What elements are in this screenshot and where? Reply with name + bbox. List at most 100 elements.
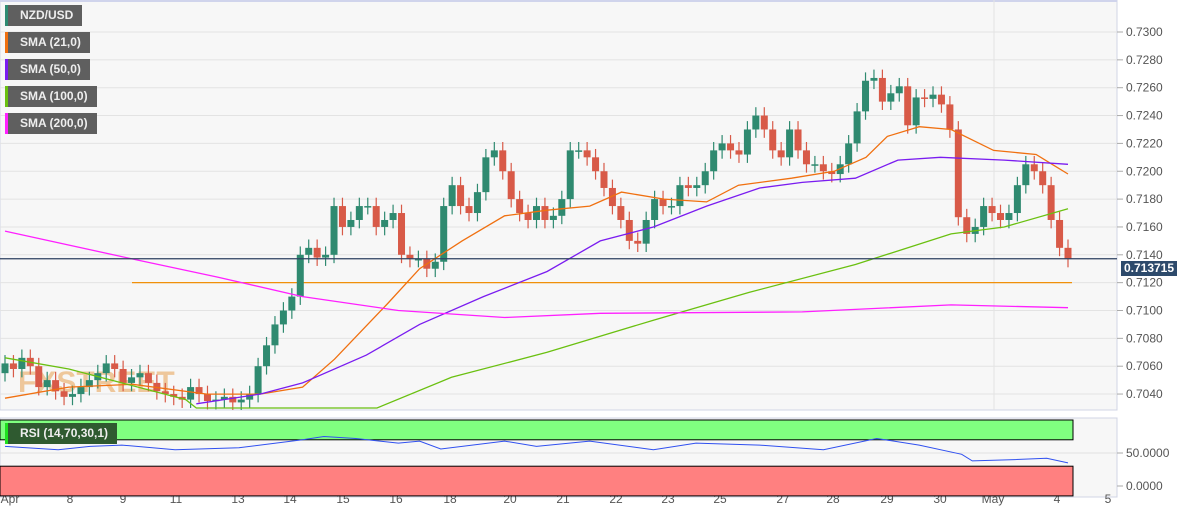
rsi-tick-label: 0.0000 [1126, 479, 1163, 493]
candle-bullish [743, 129, 751, 155]
oversold-zone [0, 465, 1074, 497]
candle-bullish [811, 164, 819, 166]
candle-bullish [895, 86, 903, 94]
candle-bearish [878, 77, 886, 102]
y-tick-label: 0.7220 [1126, 136, 1163, 150]
candle-bullish [187, 387, 195, 400]
y-tick-label: 0.7160 [1126, 220, 1163, 234]
candle-bullish [355, 206, 363, 220]
candle-bullish [862, 80, 870, 112]
candle-bearish [313, 247, 321, 258]
candle-bullish [710, 150, 718, 172]
candle-bullish [431, 261, 439, 269]
x-tick-label: 8 [67, 492, 74, 506]
candle-bullish [288, 296, 296, 311]
candle-bullish [1013, 185, 1021, 214]
candle-bullish [347, 219, 355, 227]
x-tick-label: 9 [120, 492, 127, 506]
y-tick-label: 0.7040 [1126, 387, 1163, 401]
candle-bearish [144, 373, 152, 383]
candle-bullish [440, 206, 448, 262]
sma-line-2 [4, 208, 1069, 409]
candle-bearish [634, 240, 642, 244]
candle-bullish [18, 357, 26, 369]
legend-sma-200[interactable]: SMA (200,0) [5, 113, 97, 134]
legend-sma-21[interactable]: SMA (21,0) [5, 32, 90, 53]
candle-bearish [1056, 219, 1064, 248]
candle-bearish [1030, 164, 1038, 172]
candle-bullish [322, 254, 330, 258]
candle-bullish [296, 254, 304, 297]
candle-bullish [482, 157, 490, 193]
candle-bullish [279, 310, 287, 325]
candle-bullish [448, 185, 456, 207]
candle-bearish [465, 206, 473, 214]
legend-rsi[interactable]: RSI (14,70,30,1) [5, 423, 118, 444]
candle-bearish [819, 164, 827, 172]
candle-bearish [203, 394, 211, 402]
candle-bullish [68, 394, 76, 397]
candle-bearish [516, 199, 524, 214]
candle-bearish [592, 157, 600, 172]
candle-bearish [802, 150, 810, 165]
candle-bearish [338, 206, 346, 227]
candle-bearish [52, 380, 60, 392]
candle-bearish [524, 213, 532, 220]
candle-bullish [77, 387, 85, 395]
candle-bullish [786, 129, 794, 158]
sma-line-0 [4, 126, 1069, 399]
candle-bearish [195, 387, 203, 395]
candle-bullish [651, 199, 659, 220]
candle-bullish [128, 377, 136, 383]
candle-bearish [777, 150, 785, 158]
y-tick-label: 0.7140 [1126, 248, 1163, 262]
candle-bearish [170, 394, 178, 397]
candle-bearish [499, 150, 507, 172]
legend-nzdusd[interactable]: NZD/USD [5, 5, 83, 26]
candle-bearish [735, 150, 743, 155]
candle-bearish [625, 219, 633, 241]
candle-bearish [1064, 247, 1072, 259]
candle-bullish [271, 324, 279, 346]
candle-bullish [246, 394, 254, 400]
sma-line-3 [4, 230, 1069, 319]
legend-sma-100[interactable]: SMA (100,0) [5, 86, 97, 107]
candle-bullish [381, 219, 389, 227]
candle-bearish [617, 206, 625, 220]
candle-bullish [414, 258, 422, 261]
plot-layer [1, 69, 1072, 410]
candle-bullish [701, 171, 709, 186]
candle-bearish [9, 363, 17, 369]
candle-bullish [263, 345, 271, 367]
candle-bearish [119, 368, 127, 383]
candle-bearish [398, 213, 406, 255]
candle-bullish [305, 247, 313, 255]
candle-bullish [549, 215, 557, 220]
legend-sma-50[interactable]: SMA (50,0) [5, 59, 90, 80]
candle-bearish [372, 206, 380, 227]
candle-bullish [845, 143, 853, 165]
candle-bullish [330, 206, 338, 255]
candle-bearish [111, 363, 119, 369]
y-tick-label: 0.7240 [1126, 109, 1163, 123]
sma-line-1 [196, 156, 1069, 405]
candle-bullish [642, 219, 650, 244]
candle-bullish [912, 97, 920, 126]
candle-bullish [533, 206, 540, 220]
candle-bearish [406, 254, 414, 259]
candle-bullish [558, 199, 566, 216]
y-tick-label: 0.7260 [1126, 81, 1163, 95]
candle-bullish [136, 373, 144, 378]
candle-bullish [752, 115, 760, 130]
candle-bullish [1005, 213, 1013, 220]
candle-bearish [60, 391, 68, 397]
overbought-zone [0, 419, 1074, 441]
rsi-layer [0, 419, 1117, 497]
candle-bearish [35, 366, 43, 388]
candle-bullish [575, 150, 583, 152]
candle-bearish [904, 86, 912, 126]
y-tick-label: 0.7080 [1126, 331, 1163, 345]
candle-bullish [887, 93, 895, 102]
candle-bearish [727, 143, 735, 151]
